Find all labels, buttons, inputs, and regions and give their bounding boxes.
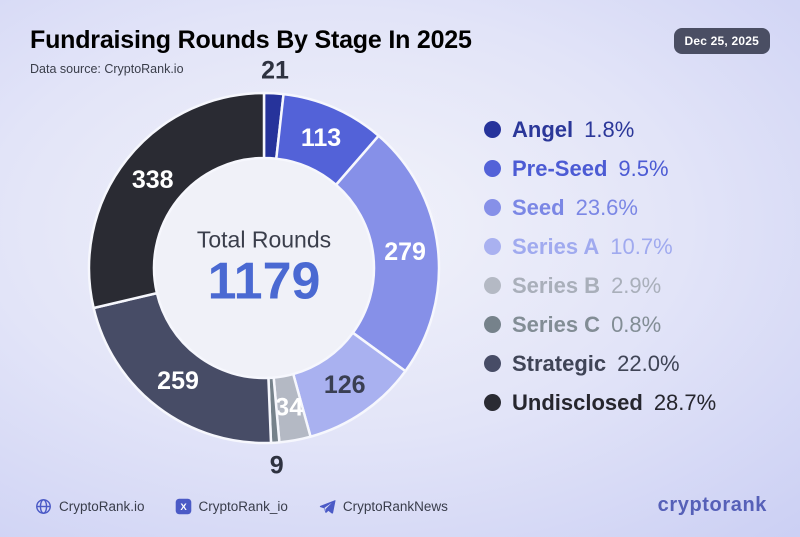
legend-item-pre-seed: Pre-Seed 9.5% [484,149,716,188]
legend-label: Pre-Seed [512,155,608,181]
legend-dot [484,199,501,216]
svg-text:X: X [180,502,187,513]
donut-hole [154,158,374,378]
donut-segment-value-undisclosed: 338 [132,166,174,194]
legend-dot [484,160,501,177]
footer-link-x[interactable]: X CryptoRank_io [175,498,288,515]
legend-label: Undisclosed [512,389,643,415]
legend-percent: 2.9% [611,272,662,298]
footer-link-telegram[interactable]: CryptoRankNews [318,498,448,515]
globe-icon [35,498,52,515]
legend-label: Series B [512,272,601,298]
data-source-caption: Data source: CryptoRank.io [30,62,184,76]
legend-label: Series A [512,233,600,259]
telegram-icon [318,498,336,515]
legend-percent: 23.6% [575,194,638,220]
legend-dot [484,238,501,255]
donut-svg: 21 113 279 126 34 9 259 338 [87,58,441,478]
donut-segment-value-series-a: 126 [324,371,366,399]
date-badge: Dec 25, 2025 [673,28,770,54]
legend-percent: 0.8% [611,311,662,337]
footer-link-label: CryptoRank.io [59,499,145,514]
legend-percent: 22.0% [617,350,680,376]
legend-percent: 9.5% [618,155,669,181]
header: Fundraising Rounds By Stage In 2025 Data… [30,26,472,76]
donut-segment-value-seed: 279 [384,238,426,266]
legend-item-series-a: Series A 10.7% [484,227,716,266]
page-title-primary: Fundraising Rounds [30,26,270,54]
donut-segment-value-angel: 21 [261,58,289,84]
page-title: Fundraising Rounds By Stage In 2025 [30,26,472,55]
donut-segment-value-series-b: 34 [275,394,303,422]
legend-item-angel: Angel 1.8% [484,110,716,149]
legend-dot [484,121,501,138]
footer-link-label: CryptoRank_io [198,499,288,514]
legend-label: Strategic [512,350,607,376]
legend-dot [484,316,501,333]
legend-label: Seed [512,194,565,220]
legend-dot [484,277,501,294]
cryptorank-logo: cryptorank [657,494,767,516]
legend: Angel 1.8% Pre-Seed 9.5% Seed 23.6% Series A 10… [484,110,716,422]
legend-percent: 28.7% [653,389,717,415]
legend-label: Angel [512,116,574,142]
donut-segment-value-pre-seed: 113 [301,124,341,152]
legend-item-strategic: Strategic 22.0% [484,344,716,383]
page-title-secondary: By Stage In 2025 [269,26,472,54]
legend-item-seed: Seed 23.6% [484,188,716,227]
footer-link-label: CryptoRankNews [342,499,448,514]
legend-item-series-b: Series B 2.9% [484,266,716,305]
legend-dot [484,355,501,372]
footer-link-globe[interactable]: CryptoRank.io [35,498,145,515]
donut-segment-seed [334,134,441,373]
legend-percent: 1.8% [584,116,635,142]
legend-label: Series C [512,311,601,337]
legend-dot [484,394,501,411]
legend-item-undisclosed: Undisclosed 28.7% [484,383,716,422]
x-icon: X [175,498,192,515]
footer-links: CryptoRank.io X CryptoRank_io CryptoRankNew… [35,498,448,515]
legend-percent: 10.7% [610,233,673,259]
donut-chart: 21 113 279 126 34 9 259 338 Total Rounds 1179 [54,58,474,478]
donut-segment-value-series-c: 9 [270,452,284,478]
donut-segment-value-strategic: 259 [157,367,199,395]
legend-item-series-c: Series C 0.8% [484,305,716,344]
donut-segment-undisclosed [87,91,266,310]
